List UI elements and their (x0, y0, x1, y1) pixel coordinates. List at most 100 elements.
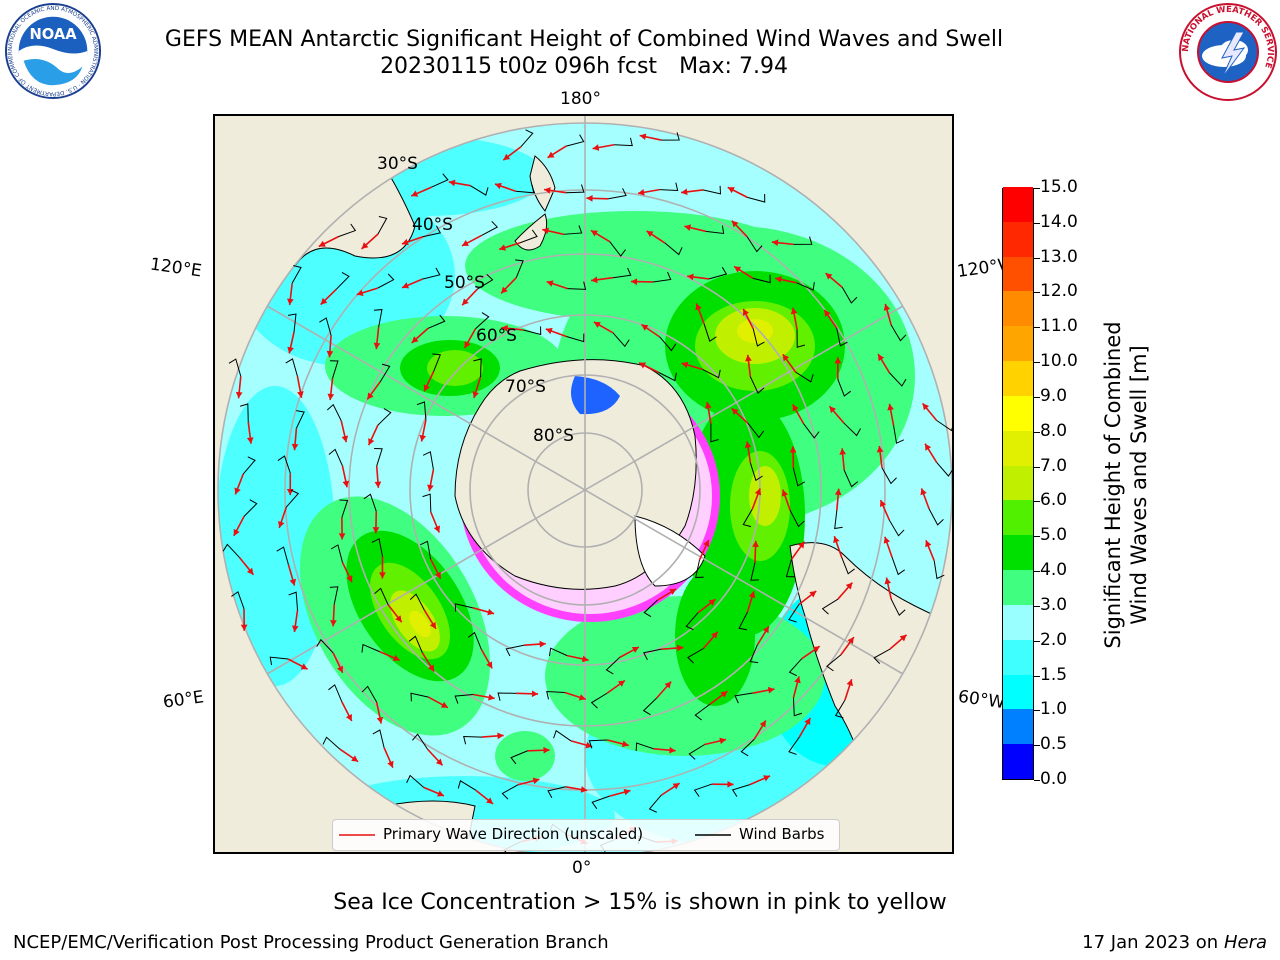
colorbar-tick-label: 7.0 (1040, 455, 1068, 476)
wind-barb (614, 137, 633, 147)
wave-direction-arrowhead (427, 484, 434, 492)
wind-barb (738, 612, 748, 631)
wind-barb (316, 638, 334, 654)
wave-direction-arrowhead (847, 637, 854, 645)
wind-barb (749, 376, 765, 394)
colorbar-tick-label: 14.0 (1040, 211, 1078, 232)
nws-logo: NATIONAL WEATHER SERVICE (1179, 3, 1277, 101)
wave-direction-arrowhead (731, 408, 739, 415)
wind-barb (788, 736, 800, 755)
wind-barb (792, 468, 806, 487)
wave-direction-arrowhead (234, 487, 241, 495)
wave-direction-arrowhead (368, 438, 375, 446)
wave-direction-arrowhead (581, 655, 589, 663)
wind-barb (893, 425, 904, 444)
colorbar-tick-label: 0.0 (1040, 769, 1068, 789)
wave-direction-arrowhead (790, 307, 798, 315)
wave-direction-arrowhead (782, 354, 790, 362)
wave-direction-arrowhead (346, 575, 353, 583)
wave-direction-arrowhead (246, 437, 254, 444)
wind-barb (546, 690, 565, 700)
colorbar-tick-mark (1034, 745, 1040, 747)
wave-direction-arrowhead (578, 694, 586, 701)
wind-barb (890, 598, 906, 616)
wave-direction-arrowhead (719, 737, 727, 745)
wind-barb (457, 780, 477, 791)
wind-barb (377, 408, 392, 426)
wind-barb (891, 557, 906, 576)
wave-direction-arrowhead (341, 435, 349, 443)
wave-direction-arrowhead (591, 276, 598, 284)
wave-direction-arrowhead (300, 663, 308, 670)
wind-barb (652, 271, 672, 283)
wind-barb (285, 358, 298, 377)
wind-barb (269, 656, 289, 666)
wind-barb (747, 422, 765, 439)
wave-direction-arrowhead (411, 190, 419, 197)
wave-direction-arrowhead (775, 276, 782, 283)
wind-barb (432, 353, 441, 372)
noaa-logo: NOAA NATIONAL OCEANIC AND ATMOSPHERIC AD… (4, 2, 102, 100)
wind-barb (881, 467, 897, 485)
wind-barb (328, 448, 343, 467)
wind-barb (609, 241, 626, 257)
wind-barb (476, 273, 494, 290)
wind-barb (752, 274, 771, 284)
wave-direction-arrowhead (839, 448, 847, 455)
wind-barb (285, 489, 300, 508)
wind-barb (826, 654, 842, 672)
colorbar-band (1003, 430, 1033, 466)
graticule (217, 116, 952, 852)
wind-barb (515, 259, 524, 278)
wind-barb (463, 735, 482, 745)
wind-barb (409, 593, 425, 611)
wave-direction-arrowhead (546, 280, 554, 287)
wind-barb (322, 736, 341, 750)
wind-barb (821, 598, 839, 615)
wave-direction-arrowhead (639, 362, 647, 369)
wave-direction-arrowhead (494, 182, 502, 190)
wind-barb (454, 603, 473, 612)
wind-barb (750, 562, 759, 581)
wind-barb (928, 508, 944, 526)
lon-label-120e: 120°E (148, 254, 203, 282)
wind-barb (420, 540, 432, 560)
wind-barb-swatch (695, 834, 731, 836)
wave-direction-arrowhead (246, 567, 254, 575)
wind-barb (746, 236, 763, 253)
wave-direction-arrowhead (878, 354, 885, 362)
wave-direction-arrowhead (392, 654, 400, 661)
wave-direction-arrowhead (327, 393, 335, 401)
colorbar-tick-label: 2.0 (1040, 629, 1068, 650)
wave-direction-arrowhead (925, 443, 932, 451)
colorbar-tick-mark (1034, 501, 1040, 503)
wind-barb (422, 267, 441, 280)
wave-direction-arrowhead (351, 755, 359, 762)
wind-barb (243, 499, 258, 517)
wave-direction-arrowhead (402, 282, 410, 289)
wave-direction-arrowhead (291, 625, 299, 632)
colorbar-band (1003, 569, 1033, 605)
wind-barb (361, 685, 378, 703)
wave-direction-arrowhead (734, 266, 742, 273)
wave-direction-arrowhead (373, 342, 381, 350)
sea-ice-note: Sea Ice Concentration > 15% is shown in … (333, 890, 947, 915)
wind-barb (841, 287, 858, 304)
wave-direction-arrowhead (695, 303, 702, 311)
wind-barb (936, 419, 952, 432)
wind-barb (836, 328, 848, 347)
wind-barb (648, 794, 662, 813)
wave-direction-arrowhead (876, 445, 884, 453)
wave-direction-arrowhead (531, 690, 539, 698)
wave-direction-arrowhead (834, 488, 842, 496)
wind-barb (519, 229, 538, 244)
colorbar-band (1003, 360, 1033, 396)
wave-direction-swatch (339, 834, 375, 836)
wave-direction-arrowhead (423, 384, 430, 392)
wind-barb (643, 648, 662, 661)
map-panel[interactable]: 30°S 40°S 50°S 60°S 70°S 80°S Primary Wa… (213, 114, 954, 854)
wind-barb (363, 493, 377, 512)
wind-barb (222, 543, 240, 558)
wind-barb (740, 738, 755, 757)
wave-direction-arrowhead (318, 240, 326, 247)
